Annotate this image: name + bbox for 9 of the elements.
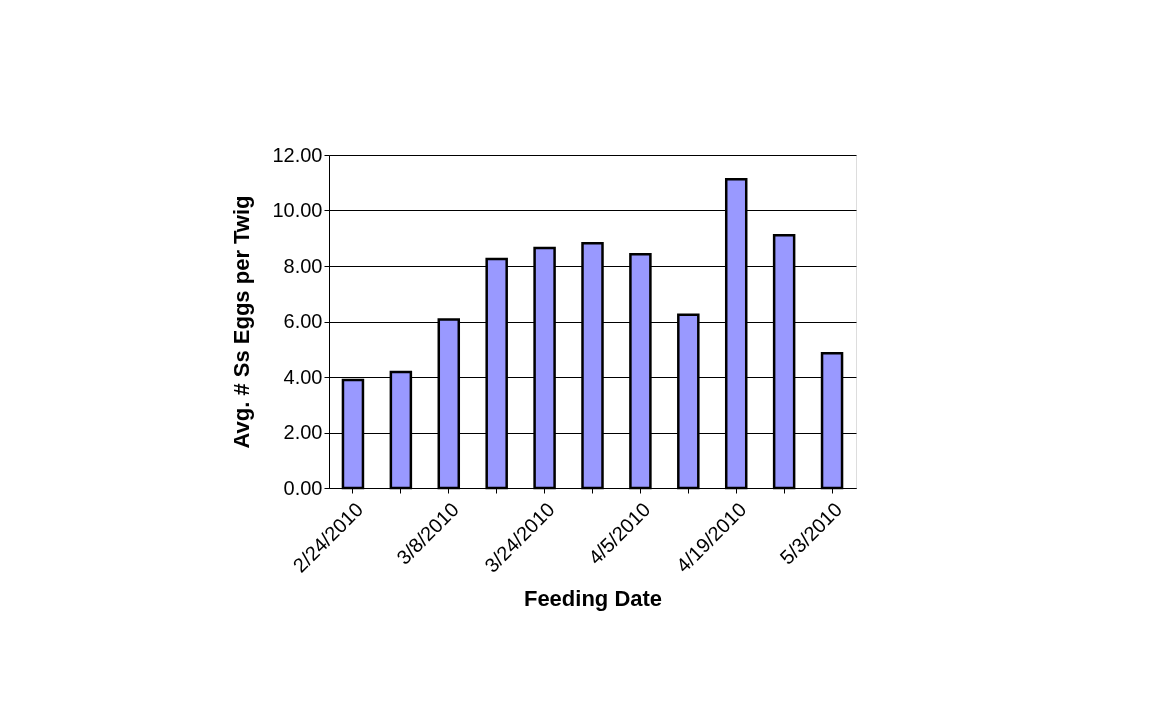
y-tick-label: 6.00 [283,310,323,332]
y-tick-label: 8.00 [283,254,323,277]
y-tick-label: 0.00 [283,476,323,499]
y-tick-label: 12.00 [272,143,323,166]
y-tick-label: 4.00 [283,365,323,388]
x-axis-title: Feeding Date [523,585,663,611]
y-tick-label: 2.00 [283,421,323,443]
y-tick-label: 10.00 [272,199,323,221]
y-axis-title: Avg. # Ss Eggs per Twig [229,195,255,449]
